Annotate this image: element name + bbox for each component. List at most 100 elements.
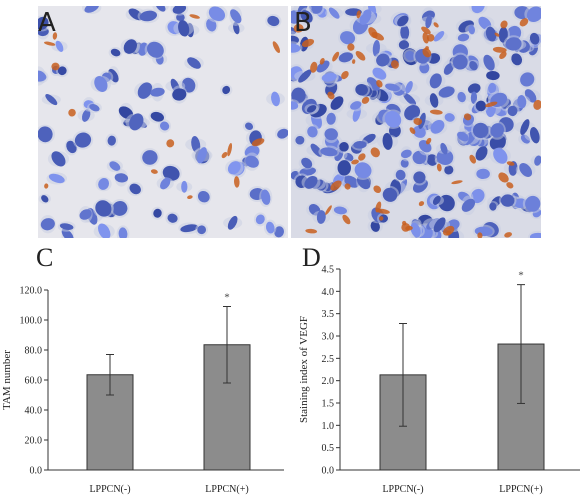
cell-nucleus <box>403 92 417 106</box>
brown-stain <box>451 180 463 185</box>
cell-nucleus <box>471 6 485 14</box>
cell-nucleus <box>433 31 445 42</box>
cell-nucleus <box>38 70 46 82</box>
brown-stain <box>227 143 233 157</box>
cell-nucleus <box>160 177 171 190</box>
cell-nucleus <box>230 9 242 24</box>
brown-stain <box>533 99 541 110</box>
cell-nucleus <box>519 163 533 177</box>
cell-nucleus <box>461 198 476 212</box>
cell-nucleus <box>534 155 541 166</box>
cell-nucleus <box>222 85 231 95</box>
cell-nucleus <box>245 122 254 131</box>
brown-stain <box>401 222 411 232</box>
brown-stain <box>234 176 240 188</box>
brown-stain <box>433 22 439 28</box>
cell-nucleus <box>181 180 188 193</box>
brown-stain <box>352 59 356 64</box>
y-tick-label: 1.5 <box>322 399 335 410</box>
y-tick-label: 80.0 <box>25 346 43 357</box>
cell-nucleus <box>123 39 138 54</box>
cell-nucleus <box>142 150 158 165</box>
brown-stain <box>251 138 265 147</box>
y-tick-label: 20.0 <box>25 436 43 447</box>
cell-nucleus <box>139 10 158 22</box>
brown-stain <box>463 113 472 121</box>
cell-nucleus <box>291 101 299 110</box>
cell-nucleus <box>498 26 508 43</box>
cell-nucleus <box>404 105 421 121</box>
brown-stain <box>373 185 382 194</box>
cell-nucleus <box>525 195 541 212</box>
cell-nucleus <box>291 87 306 104</box>
brown-stain <box>499 51 507 59</box>
cell-nucleus <box>160 121 170 131</box>
brown-stain <box>51 62 60 71</box>
y-tick-label: 0.0 <box>322 466 335 477</box>
brown-stain <box>44 183 49 189</box>
brown-stain <box>391 60 399 69</box>
brown-stain <box>500 20 508 29</box>
brown-stain <box>305 228 318 234</box>
y-tick-label: 0.0 <box>30 466 43 477</box>
cell-nucleus <box>488 82 497 94</box>
brown-stain <box>327 91 335 100</box>
cell-nucleus <box>301 157 313 169</box>
cell-nucleus <box>444 113 455 122</box>
brown-stain <box>319 57 325 65</box>
y-tick-label: 2.5 <box>322 354 335 365</box>
cell-nucleus <box>339 142 349 152</box>
brown-stain <box>272 41 281 54</box>
cell-nucleus <box>444 165 454 175</box>
panel-label: D <box>302 243 321 272</box>
cell-nucleus <box>57 66 67 76</box>
cell-nucleus <box>366 77 380 91</box>
brown-stain <box>421 26 431 35</box>
cell-nucleus <box>433 217 446 233</box>
cell-nucleus <box>520 119 530 135</box>
cell-nucleus <box>333 206 347 215</box>
brown-stain <box>52 32 58 40</box>
cell-nucleus <box>172 88 187 101</box>
brown-stain <box>368 27 378 39</box>
cell-nucleus <box>470 91 478 104</box>
brown-stain <box>347 43 355 51</box>
cell-nucleus <box>74 132 92 148</box>
cell-nucleus <box>376 53 390 67</box>
cell-nucleus <box>109 161 121 171</box>
cell-nucleus <box>470 188 485 204</box>
cell-nucleus <box>337 160 351 176</box>
brown-stain <box>422 48 432 58</box>
cell-nucleus <box>271 91 280 107</box>
cell-nucleus <box>328 7 340 19</box>
cell-nucleus <box>511 53 523 66</box>
brown-stain <box>376 208 390 214</box>
cell-nucleus <box>425 15 432 29</box>
cell-nucleus <box>307 126 318 138</box>
cell-nucleus <box>129 183 141 195</box>
micrograph-b <box>291 6 541 238</box>
cell-nucleus <box>178 20 190 37</box>
cell-nucleus <box>107 135 116 146</box>
cell-nucleus <box>405 50 416 61</box>
brown-stain <box>187 195 193 200</box>
cell-nucleus <box>227 161 241 175</box>
brown-stain <box>44 41 56 46</box>
cell-nucleus <box>330 96 344 110</box>
brown-stain <box>332 51 340 62</box>
cell-nucleus <box>260 189 271 205</box>
cell-nucleus <box>475 146 488 161</box>
cell-nucleus <box>38 126 53 143</box>
cell-nucleus <box>40 218 55 231</box>
cell-nucleus <box>137 82 153 99</box>
cell-nucleus <box>397 15 409 27</box>
cell-nucleus <box>410 222 421 238</box>
cell-nucleus <box>316 60 330 73</box>
cell-nucleus <box>443 63 454 75</box>
y-axis-label: TAM number <box>1 350 13 410</box>
brown-stain <box>342 214 351 225</box>
cell-nucleus <box>97 223 111 238</box>
cell-nucleus <box>265 221 275 234</box>
cell-nucleus <box>489 202 497 211</box>
brown-stain <box>446 230 451 236</box>
